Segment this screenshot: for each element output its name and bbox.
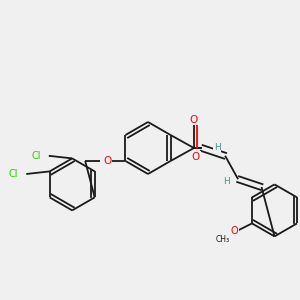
Text: O: O — [231, 226, 238, 236]
Text: H: H — [223, 177, 230, 186]
Text: Cl: Cl — [31, 151, 41, 161]
Text: H: H — [214, 143, 220, 152]
Text: O: O — [103, 156, 111, 166]
Text: O: O — [192, 152, 200, 162]
Text: Cl: Cl — [9, 169, 18, 179]
Text: CH₃: CH₃ — [215, 235, 230, 244]
Text: O: O — [190, 115, 198, 124]
